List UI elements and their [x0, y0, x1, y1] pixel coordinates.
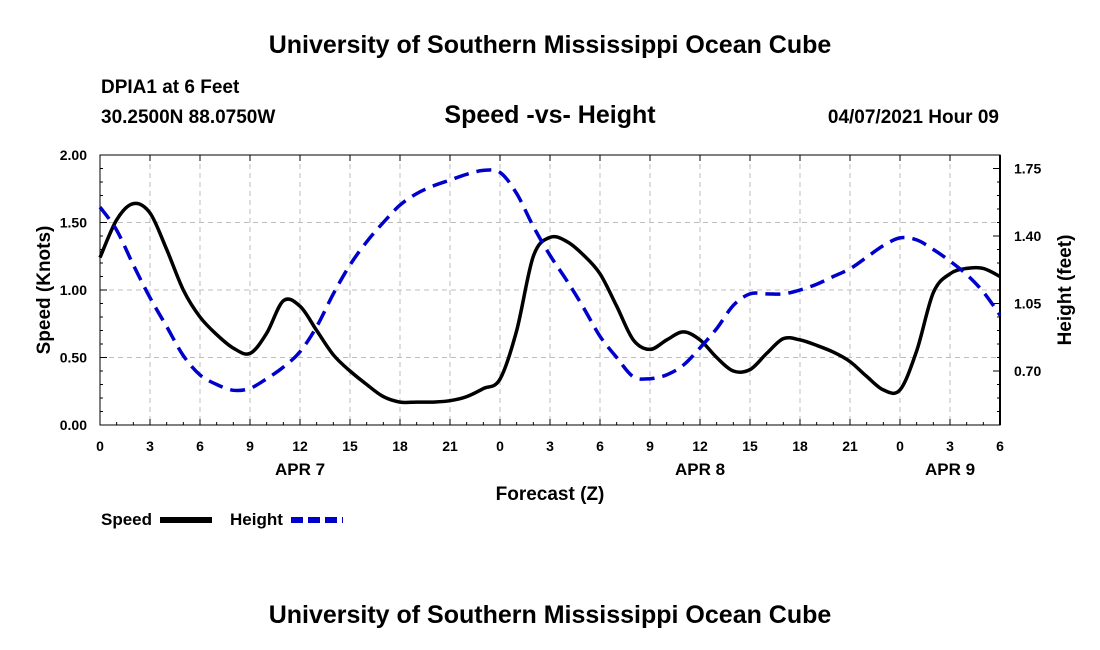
y-axis-left-title: Speed (Knots): [34, 226, 55, 355]
y-left-tick-label: 2.00: [60, 147, 87, 163]
x-tick-label: 0: [496, 438, 504, 454]
y-left-tick-label: 0.00: [60, 417, 87, 433]
station-label: DPIA1 at 6 Feet: [101, 77, 240, 98]
x-tick-label: 3: [546, 438, 554, 454]
x-tick-label: 0: [96, 438, 104, 454]
legend-height-label: Height: [230, 510, 283, 529]
legend-speed-label: Speed: [101, 510, 152, 529]
date-label: APR 9: [925, 460, 975, 479]
x-tick-label: 3: [146, 438, 154, 454]
y-axis-right-title: Height (feet): [1055, 235, 1076, 346]
y-right-tick-label: 1.05: [1014, 296, 1041, 312]
x-tick-label: 6: [996, 438, 1004, 454]
x-tick-label: 9: [646, 438, 654, 454]
y-left-tick-label: 1.00: [60, 282, 87, 298]
axes: 0 3 6 9 12 15 18 21 0 3 6 9 12 15 18 21 0 3 6 0.00 0.50 1.00 1…: [60, 147, 1042, 479]
y-right-tick-label: 1.40: [1014, 228, 1041, 244]
chart-subtitle: Speed -vs- Height: [444, 101, 656, 129]
y-right-tick-label: 1.75: [1014, 161, 1041, 177]
y-right-tick-label: 0.70: [1014, 363, 1041, 379]
y-left-tick-label: 0.50: [60, 350, 87, 366]
chart-main-title: University of Southern Mississippi Ocean…: [268, 31, 832, 59]
x-tick-label: 21: [442, 438, 458, 454]
x-tick-label: 3: [946, 438, 954, 454]
date-label: APR 8: [675, 460, 725, 479]
x-axis-title: Forecast (Z): [496, 484, 605, 505]
labels: Forecast (Z) Speed (Knots) Height (feet): [34, 226, 1076, 505]
x-tick-label: 15: [742, 438, 758, 454]
x-tick-label: 12: [292, 438, 308, 454]
x-tick-label: 12: [692, 438, 708, 454]
grid: [100, 155, 1000, 425]
y-left-tick-label: 1.50: [60, 215, 87, 231]
x-tick-label: 21: [842, 438, 858, 454]
coordinates-label: 30.2500N 88.0750W: [101, 107, 276, 128]
series-line-height: [98, 168, 1002, 393]
x-tick-label: 15: [342, 438, 358, 454]
legend: Speed Height: [101, 510, 343, 529]
series: [98, 168, 1002, 405]
x-tick-label: 6: [196, 438, 204, 454]
series-line-speed: [98, 201, 1001, 405]
footer-title: University of Southern Mississippi Ocean…: [268, 601, 832, 629]
forecast-datetime: 04/07/2021 Hour 09: [827, 107, 999, 128]
x-tick-label: 18: [792, 438, 808, 454]
x-tick-label: 9: [246, 438, 254, 454]
x-tick-label: 6: [596, 438, 604, 454]
x-tick-label: 18: [392, 438, 408, 454]
x-tick-label: 0: [896, 438, 904, 454]
date-label: APR 7: [275, 460, 325, 479]
